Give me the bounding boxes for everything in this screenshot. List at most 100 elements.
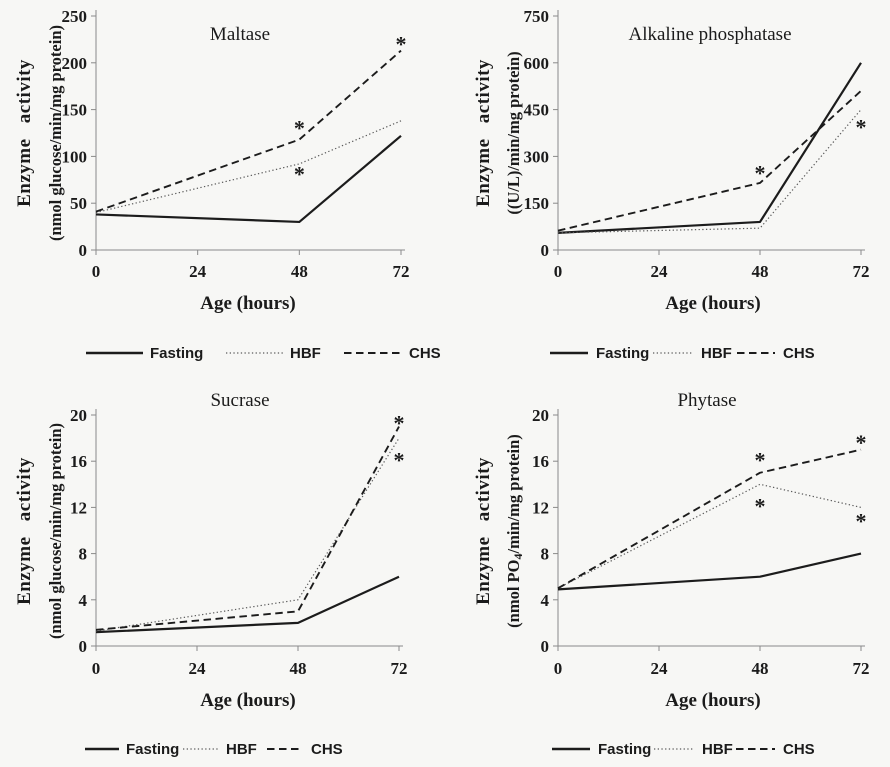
y-tick-label: 300 [524, 147, 550, 166]
x-tick-label: 48 [752, 262, 769, 281]
series-chs [557, 448, 862, 590]
series-fasting [557, 552, 862, 591]
fasting-legend-label: Fasting [126, 741, 179, 758]
x-tick-label: 0 [92, 262, 101, 281]
phytase-chart: 0 4 8 12 16 20 0 24 48 72 * * * * Phytase Enzyme acti… [445, 384, 890, 767]
y-axis-label: Enzyme activity [14, 59, 35, 207]
hbf-legend-label: HBF [701, 345, 732, 362]
y-tick-label: 50 [70, 194, 87, 213]
maltase-chart: 0 50 100 150 200 250 0 24 48 72 * * * Maltase Enzyme… [0, 0, 445, 384]
significance-asterisk: * [394, 410, 405, 435]
significance-asterisk: * [755, 494, 766, 519]
series-fasting [557, 62, 862, 234]
series-hbf [557, 109, 862, 234]
y-tick-label: 12 [70, 498, 87, 517]
y-axis-units: (nmol glucose/min/mg protein) [46, 423, 65, 639]
y-tick-label: 4 [541, 591, 550, 610]
significance-asterisk: * [856, 115, 867, 140]
y-tick-label: 0 [79, 241, 88, 260]
maltase-plot-dynamic: 0 50 100 150 200 250 0 24 48 72 * * * [62, 7, 410, 281]
alkaline-phosphatase-chart: 0 150 300 450 600 750 0 24 48 72 * * Alkaline phosp… [445, 0, 890, 384]
y-tick-label: 8 [79, 545, 88, 564]
x-tick-label: 72 [391, 659, 408, 678]
y-axis-units: ((U/L)/min/mg protein) [504, 51, 523, 214]
y-tick-label: 4 [79, 591, 88, 610]
x-tick-label: 0 [554, 262, 563, 281]
alkaline-phosphatase-plot: 0 150 300 450 600 750 0 24 48 72 * * Alkaline phosp… [473, 7, 870, 362]
y-tick-label: 20 [70, 406, 87, 425]
y-axis-units: (nmol PO4/min/mg protein) [504, 434, 525, 628]
x-tick-label: 72 [393, 262, 410, 281]
series-fasting [95, 575, 400, 634]
hbf-legend-label: HBF [702, 741, 733, 758]
x-axis-label: Age (hours) [200, 690, 296, 711]
y-tick-label: 250 [62, 7, 88, 26]
significance-asterisk: * [755, 160, 766, 185]
significance-asterisk: * [294, 116, 305, 141]
y-tick-label: 0 [541, 637, 550, 656]
alkaline-phosphatase-plot-dynamic: 0 150 300 450 600 750 0 24 48 72 * * [524, 7, 870, 281]
x-axis-label: Age (hours) [665, 293, 761, 314]
y-axis-units: (nmol glucose/min/mg protein) [46, 25, 65, 241]
hbf-legend-label: HBF [226, 741, 257, 758]
fasting-legend-label: Fasting [596, 345, 649, 362]
significance-asterisk: * [396, 31, 407, 56]
y-tick-label: 100 [62, 147, 88, 166]
y-tick-label: 8 [541, 545, 550, 564]
y-tick-label: 20 [532, 406, 549, 425]
x-axis-label: Age (hours) [200, 293, 296, 314]
series-fasting [95, 134, 402, 224]
y-axis-label: Enzyme activity [473, 457, 494, 605]
legend: Fasting HBF CHS [85, 741, 343, 758]
y-tick-label: 12 [532, 498, 549, 517]
x-tick-label: 72 [853, 659, 870, 678]
significance-asterisk: * [294, 162, 305, 187]
series-hbf [95, 120, 402, 214]
x-tick-label: 48 [291, 262, 308, 281]
x-tick-label: 24 [189, 262, 207, 281]
chs-legend-label: CHS [783, 345, 815, 362]
series-hbf [557, 483, 862, 589]
fasting-legend-label: Fasting [150, 345, 203, 362]
maltase-plot: 0 50 100 150 200 250 0 24 48 72 * * * Maltase Enzyme… [14, 7, 441, 362]
chs-legend-label: CHS [409, 345, 441, 362]
legend: Fasting HBF CHS [552, 741, 815, 758]
series-chs [95, 426, 400, 631]
x-tick-label: 48 [290, 659, 307, 678]
significance-asterisk: * [394, 447, 405, 472]
sucrase-chart: 0 4 8 12 16 20 0 24 48 72 * * Sucrase Enzyme activi… [0, 384, 445, 767]
y-tick-label: 450 [524, 101, 550, 120]
series-chs [557, 90, 862, 232]
chart-title: Sucrase [210, 390, 269, 411]
x-tick-label: 24 [189, 659, 207, 678]
y-tick-label: 0 [541, 241, 550, 260]
y-tick-label: 150 [62, 101, 88, 120]
x-tick-label: 72 [853, 262, 870, 281]
fasting-legend-label: Fasting [598, 741, 651, 758]
chart-title: Phytase [677, 390, 736, 411]
y-tick-label: 16 [70, 452, 87, 471]
significance-asterisk: * [856, 430, 867, 455]
series-chs [95, 49, 402, 213]
x-tick-label: 0 [92, 659, 101, 678]
chs-legend-label: CHS [783, 741, 815, 758]
significance-asterisk: * [755, 447, 766, 472]
legend: Fasting HBF CHS [550, 345, 815, 362]
chart-title: Maltase [210, 24, 270, 45]
y-axis-label: Enzyme activity [14, 457, 35, 605]
series-hbf [95, 437, 400, 632]
chs-legend-label: CHS [311, 741, 343, 758]
hbf-legend-label: HBF [290, 345, 321, 362]
x-tick-label: 48 [752, 659, 769, 678]
chart-title: Alkaline phosphatase [628, 24, 791, 45]
y-tick-label: 16 [532, 452, 549, 471]
legend: Fasting HBF CHS [86, 345, 441, 362]
significance-asterisk: * [856, 509, 867, 534]
y-tick-label: 150 [524, 194, 550, 213]
y-tick-label: 600 [524, 54, 550, 73]
